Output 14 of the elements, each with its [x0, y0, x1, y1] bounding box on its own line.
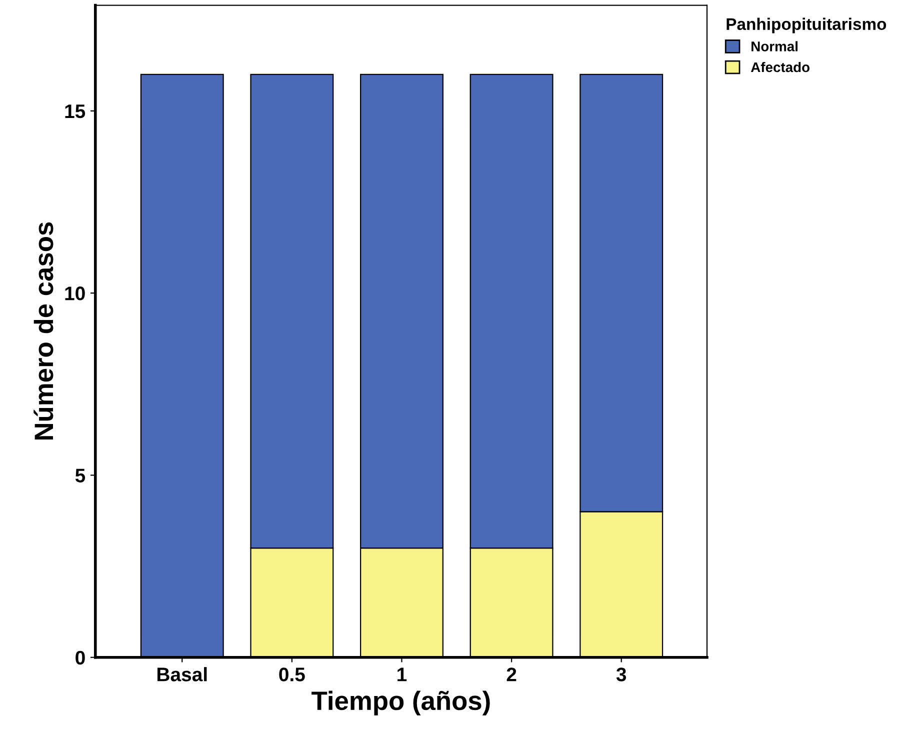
legend-title: Panhipopituitarismo [726, 18, 886, 34]
x-tick-label: 2 [506, 668, 516, 682]
legend-label: Normal [752, 41, 798, 52]
legend-label: Afectado [750, 62, 810, 72]
x-axis-title: Tiempo (años) [312, 690, 490, 716]
y-tick-label: 15 [65, 104, 86, 118]
y-tick-label: 5 [75, 468, 86, 482]
y-tick-label: 0 [76, 650, 85, 665]
y-axis-title: Número de casos [34, 222, 54, 440]
x-tick-label: 0.5 [279, 668, 305, 682]
x-tick-label: Basal [157, 667, 207, 682]
y-tick-label: 10 [65, 286, 85, 300]
x-tick-label: 3 [616, 668, 626, 682]
x-tick-label: 1 [398, 668, 407, 682]
